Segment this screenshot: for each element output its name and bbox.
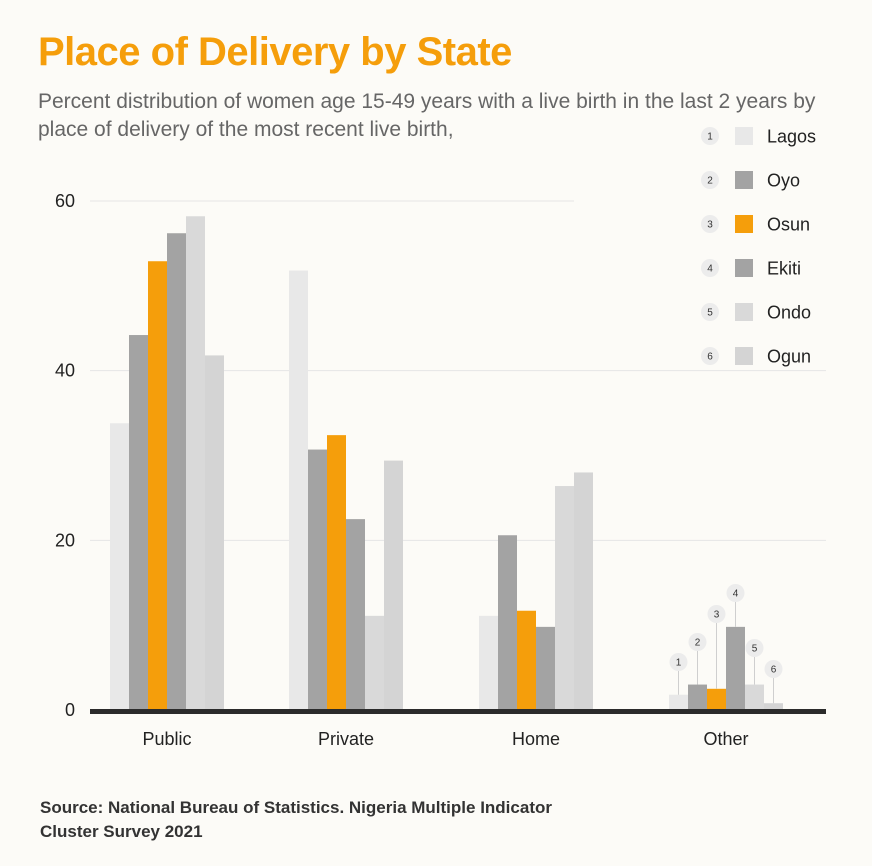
- legend-badge-number: 2: [707, 176, 713, 187]
- y-tick-label: 40: [55, 361, 75, 381]
- legend-badge: [701, 303, 719, 321]
- callout-badge-number: 4: [733, 589, 739, 600]
- bar-oyo-other: [688, 684, 707, 710]
- x-axis-line: [90, 709, 826, 714]
- category-label: Home: [512, 729, 560, 749]
- legend-badge-number: 1: [707, 132, 713, 143]
- bar-osun-home: [517, 610, 536, 710]
- bar-osun-other: [707, 688, 726, 710]
- bar-ekiti-public: [167, 233, 186, 710]
- bar-ekiti-home: [536, 626, 555, 710]
- callout-badge-number: 2: [695, 638, 701, 649]
- bar-oyo-public: [129, 335, 148, 710]
- legend-label: Osun: [767, 215, 810, 235]
- legend-label: Oyo: [767, 171, 800, 191]
- legend-swatch: [735, 171, 753, 189]
- bar-ogun-public: [205, 355, 224, 710]
- bar-ondo-home: [555, 486, 574, 710]
- chart-subtitle: Percent distribution of women age 15-49 …: [38, 90, 816, 141]
- chart-title: Place of Delivery by State: [38, 30, 512, 74]
- legend-label: Ogun: [767, 347, 811, 367]
- legend-swatch: [735, 303, 753, 321]
- legend-badge-number: 3: [707, 220, 713, 231]
- category-label: Other: [703, 729, 748, 749]
- callout-badge: [764, 660, 783, 678]
- legend-badge-number: 5: [707, 308, 713, 319]
- legend-swatch: [735, 127, 753, 145]
- bar-ondo-public: [186, 216, 205, 710]
- bar-lagos-public: [110, 423, 129, 710]
- callout-badge-number: 5: [752, 644, 758, 655]
- bar-lagos-home: [479, 615, 498, 710]
- callout-badge: [688, 633, 707, 651]
- callout-badge-number: 1: [676, 658, 682, 669]
- bar-ogun-home: [574, 472, 593, 710]
- bar-osun-public: [148, 261, 167, 710]
- legend-badge: [701, 127, 719, 145]
- legend-badge: [701, 171, 719, 189]
- legend-badge-number: 4: [707, 264, 713, 275]
- bar-lagos-private: [289, 270, 308, 710]
- category-label: Public: [142, 729, 191, 749]
- legend-swatch: [735, 259, 753, 277]
- legend-label: Ondo: [767, 303, 811, 323]
- bar-osun-private: [327, 435, 346, 710]
- bar-ekiti-private: [346, 519, 365, 710]
- category-label: Private: [318, 729, 374, 749]
- legend-badge: [701, 259, 719, 277]
- bar-ogun-private: [384, 460, 403, 710]
- source-note: Source: National Bureau of Statistics. N…: [40, 798, 552, 841]
- bar-oyo-home: [498, 535, 517, 710]
- callout-badge: [726, 584, 745, 602]
- callout-badge: [745, 639, 764, 657]
- callout-badge: [669, 653, 688, 671]
- y-tick-label: 20: [55, 530, 75, 550]
- bar-ekiti-other: [726, 626, 745, 710]
- callout-badge: [707, 605, 726, 623]
- bar-ogun-other: [764, 703, 783, 710]
- bar-ondo-private: [365, 615, 384, 710]
- legend-badge-number: 6: [707, 352, 713, 363]
- bar-oyo-private: [308, 449, 327, 710]
- callout-badge-number: 6: [771, 665, 777, 676]
- bar-lagos-other: [669, 694, 688, 710]
- legend-label: Ekiti: [767, 259, 801, 279]
- bar-ondo-other: [745, 684, 764, 710]
- legend-badge: [701, 215, 719, 233]
- y-tick-label: 0: [65, 700, 75, 720]
- legend-swatch: [735, 347, 753, 365]
- legend-label: Lagos: [767, 127, 816, 147]
- y-tick-label: 60: [55, 191, 75, 211]
- legend-swatch: [735, 215, 753, 233]
- legend-badge: [701, 347, 719, 365]
- callout-badge-number: 3: [714, 610, 720, 621]
